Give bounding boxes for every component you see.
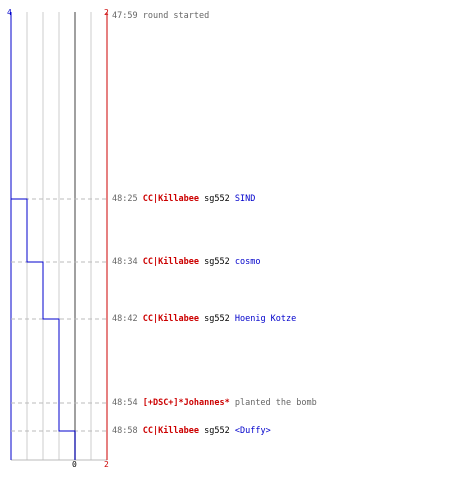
- event-time: 48:25: [112, 194, 138, 204]
- event-kill: 48:58 CC|Killabee sg552 <Duffy>: [112, 426, 271, 436]
- killer-name: CC|Killabee: [142, 314, 200, 324]
- actor-name: [+DSC+]*Johannes*: [142, 398, 230, 408]
- event-kill: 48:42 CC|Killabee sg552 Hoenig Kotze: [112, 314, 296, 324]
- killer-name: CC|Killabee: [142, 426, 200, 436]
- event-time: 48:58: [112, 426, 138, 436]
- zero-axis-bottom-label: 0: [72, 460, 77, 469]
- weapon-name: sg552: [204, 314, 230, 324]
- victim-name: cosmo: [234, 257, 261, 267]
- victim-name: Hoenig Kotze: [234, 314, 297, 324]
- victim-name: SIND: [234, 194, 256, 204]
- weapon-name: sg552: [204, 426, 230, 436]
- event-kill: 48:25 CC|Killabee sg552 SIND: [112, 194, 255, 204]
- killer-name: CC|Killabee: [142, 257, 200, 267]
- victim-name: <Duffy>: [234, 426, 271, 436]
- event-bomb-planted: 48:54 [+DSC+]*Johannes* planted the bomb: [112, 398, 317, 408]
- event-time: 48:54: [112, 398, 138, 408]
- event-text: planted the bomb: [234, 398, 317, 408]
- event-time: 48:42: [112, 314, 138, 324]
- weapon-name: sg552: [204, 257, 230, 267]
- weapon-name: sg552: [204, 194, 230, 204]
- right-axis-bottom-label: 2: [104, 460, 109, 469]
- event-text: round started: [142, 11, 210, 21]
- event-kill: 48:34 CC|Killabee sg552 cosmo: [112, 257, 260, 267]
- event-time: 48:34: [112, 257, 138, 267]
- event-round-started: 47:59 round started: [112, 11, 209, 21]
- event-time: 47:59: [112, 11, 138, 21]
- score-step-line: [10, 12, 76, 460]
- left-axis-top-label: 4: [7, 8, 12, 17]
- right-axis-top-label: 2: [104, 8, 109, 17]
- killer-name: CC|Killabee: [142, 194, 200, 204]
